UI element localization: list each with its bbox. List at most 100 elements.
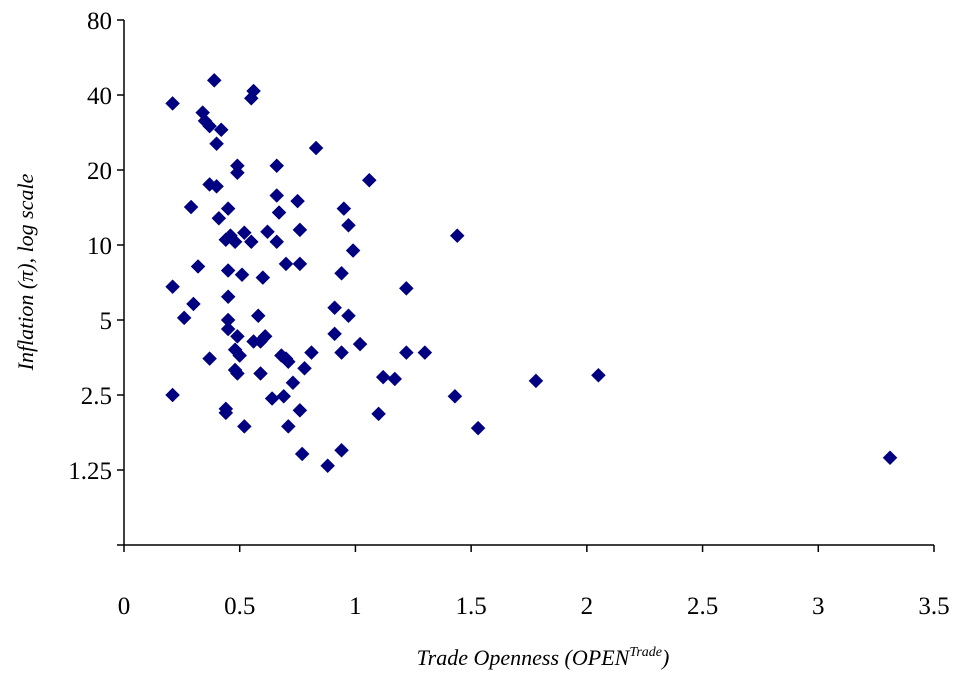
- data-point: [290, 193, 305, 209]
- data-point: [352, 336, 368, 352]
- data-point: [209, 136, 224, 152]
- data-point: [294, 446, 310, 462]
- data-point: [165, 387, 180, 403]
- data-point: [211, 210, 227, 226]
- y-tick-label: 10: [87, 233, 112, 260]
- data-point: [341, 308, 356, 324]
- data-point: [361, 172, 377, 188]
- data-point: [269, 158, 285, 174]
- data-point: [276, 388, 292, 404]
- data-point: [220, 201, 236, 216]
- data-point: [190, 259, 206, 274]
- y-axis-title: Inflation (π), log scale: [13, 173, 38, 371]
- x-tick-label: 2: [581, 593, 594, 620]
- x-tick-label: 3.5: [918, 593, 949, 620]
- x-tick-label: 1.5: [456, 593, 487, 620]
- data-point: [292, 222, 308, 238]
- data-point: [398, 345, 414, 360]
- data-point: [278, 256, 294, 272]
- data-point: [447, 388, 463, 404]
- x-axis-title-main: Trade Openness (OPEN: [417, 645, 631, 670]
- data-point: [206, 72, 222, 88]
- data-point: [269, 188, 285, 203]
- data-point: [304, 345, 319, 360]
- data-point: [202, 351, 217, 366]
- data-point: [230, 328, 245, 344]
- data-point: [243, 90, 259, 106]
- data-point: [165, 96, 180, 111]
- x-tick-label: 1: [349, 593, 362, 620]
- data-point: [230, 366, 245, 381]
- data-point: [320, 458, 336, 474]
- data-point: [334, 345, 349, 360]
- data-point: [230, 165, 245, 181]
- data-point: [285, 375, 301, 391]
- data-point: [280, 419, 296, 434]
- data-point: [336, 201, 352, 216]
- x-axis-title: Trade Openness (OPENTrade): [417, 645, 670, 670]
- x-axis-ticks: 0 0.5 1 1.5 2 2.5 3 3.5: [118, 545, 950, 620]
- data-point: [220, 321, 236, 337]
- data-point: [334, 442, 349, 458]
- data-point: [264, 391, 280, 406]
- data-point: [371, 406, 386, 422]
- x-axis-title-superscript: Trade: [629, 645, 662, 660]
- data-point: [528, 373, 544, 389]
- data-point: [250, 308, 266, 324]
- data-point: [220, 263, 236, 278]
- data-point: [375, 369, 391, 385]
- data-point: [236, 419, 252, 434]
- data-point: [176, 310, 192, 326]
- y-tick-label: 1.25: [68, 458, 112, 485]
- y-axis-ticks: 1.25 2.5 5 10 20 40 80: [68, 8, 124, 546]
- data-point: [470, 420, 486, 436]
- y-tick-label: 80: [87, 8, 112, 35]
- data-point: [218, 405, 234, 421]
- data-point: [327, 326, 342, 342]
- data-point: [345, 243, 361, 258]
- y-tick-label: 2.5: [81, 383, 112, 410]
- data-point: [186, 296, 201, 312]
- data-point: [253, 334, 268, 349]
- data-point: [292, 402, 308, 418]
- data-point: [220, 289, 236, 305]
- data-point: [308, 140, 324, 156]
- data-points: [165, 72, 898, 474]
- x-tick-label: 3: [812, 593, 825, 620]
- data-point: [271, 205, 287, 220]
- axes: [123, 20, 934, 546]
- data-point: [209, 178, 224, 194]
- data-point: [387, 371, 403, 387]
- data-point: [232, 348, 248, 363]
- data-point: [213, 122, 229, 138]
- x-tick-label: 2.5: [687, 593, 718, 620]
- data-point: [165, 279, 180, 295]
- data-point: [253, 366, 268, 381]
- data-point: [882, 450, 898, 466]
- data-point: [260, 224, 275, 240]
- data-point: [202, 118, 217, 134]
- data-point: [227, 234, 243, 250]
- data-point: [398, 280, 414, 296]
- data-point: [591, 367, 606, 383]
- data-point: [280, 354, 296, 370]
- x-tick-label: 0: [118, 593, 131, 620]
- data-point: [334, 265, 349, 281]
- data-point: [327, 300, 342, 316]
- data-point: [234, 267, 250, 283]
- y-tick-label: 40: [87, 83, 112, 110]
- data-point: [243, 234, 259, 250]
- x-axis-title-end: ): [660, 645, 669, 670]
- data-point: [297, 360, 312, 376]
- x-tick-label: 0.5: [224, 593, 255, 620]
- data-point: [183, 199, 199, 215]
- data-point: [292, 256, 308, 272]
- data-point: [341, 217, 356, 233]
- data-point: [417, 345, 433, 360]
- data-point: [236, 225, 252, 241]
- data-point: [269, 234, 285, 250]
- y-tick-label: 20: [87, 158, 112, 185]
- data-point: [449, 228, 465, 244]
